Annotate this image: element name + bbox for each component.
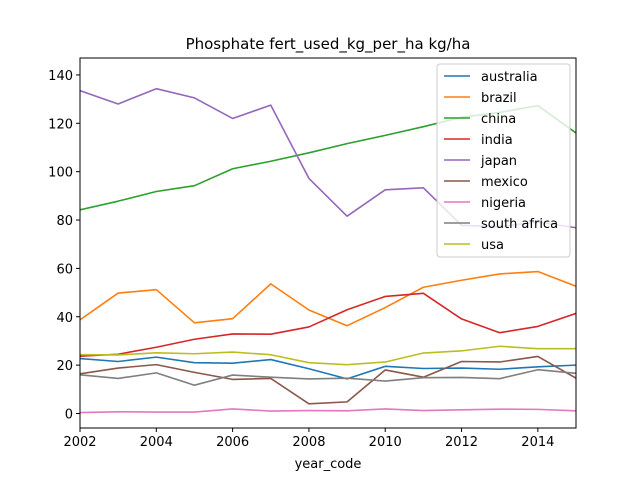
y-tick-label: 60 — [56, 262, 73, 277]
series-line-mexico — [80, 355, 576, 405]
x-axis-label: year_code — [295, 457, 362, 472]
y-tick-label: 0 — [65, 407, 73, 422]
legend-label-japan: japan — [480, 154, 517, 169]
plot-lines — [80, 87, 576, 414]
series-line-nigeria — [80, 408, 576, 414]
y-tick-label: 40 — [56, 311, 73, 326]
x-tick-label: 2014 — [521, 435, 554, 450]
x-tick-label: 2012 — [445, 435, 478, 450]
legend-label-south-africa: south africa — [481, 217, 558, 232]
series-line-usa — [80, 345, 576, 366]
x-axis: 2002 2004 2006 2008 2010 2012 2014 — [63, 428, 554, 450]
chart-title: Phosphate fert_used_kg_per_ha kg/ha — [186, 35, 471, 54]
x-tick-label: 2010 — [369, 435, 402, 450]
y-axis: 0 20 40 60 80 100 120 140 — [48, 69, 80, 422]
x-tick-label: 2002 — [63, 435, 96, 450]
legend-label-australia: australia — [481, 70, 538, 85]
legend-box — [436, 63, 571, 258]
series-line-south-africa — [80, 368, 576, 386]
legend-label-nigeria: nigeria — [481, 196, 526, 211]
legend-label-usa: usa — [481, 238, 504, 253]
x-tick-label: 2004 — [140, 435, 173, 450]
x-tick-label: 2006 — [216, 435, 249, 450]
y-tick-label: 140 — [48, 69, 73, 84]
legend-label-india: india — [481, 133, 513, 148]
y-tick-label: 120 — [48, 117, 73, 132]
legend-label-china: china — [481, 112, 516, 127]
series-line-australia — [80, 356, 576, 380]
y-tick-label: 80 — [56, 214, 73, 229]
legend-label-brazil: brazil — [481, 91, 517, 106]
plot-frame — [79, 57, 577, 429]
y-tick-label: 20 — [56, 359, 73, 374]
series-line-india — [80, 292, 576, 357]
legend-label-mexico: mexico — [481, 175, 528, 190]
y-tick-label: 100 — [48, 166, 73, 181]
x-tick-label: 2008 — [292, 435, 325, 450]
legend: australia brazil china india japan mexico nige… — [436, 63, 571, 258]
